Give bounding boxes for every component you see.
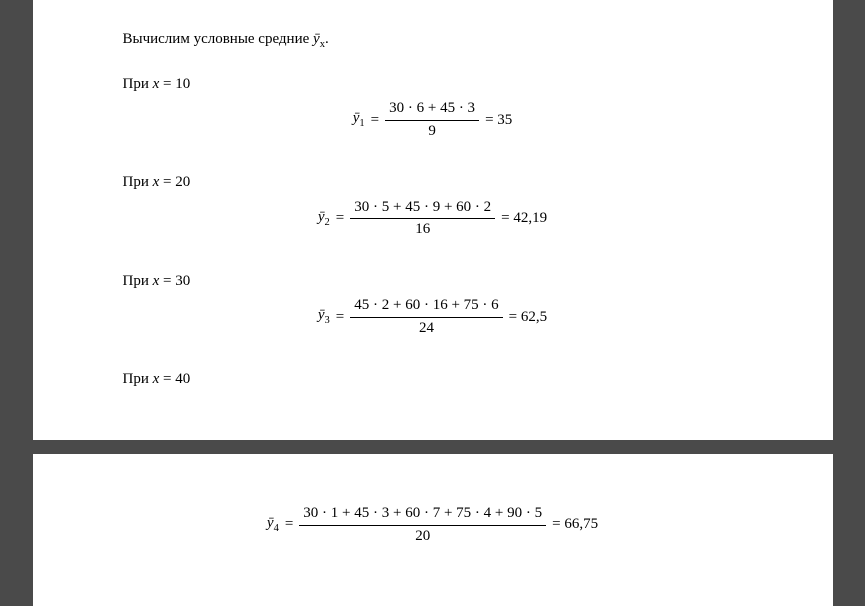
eq-row-4: ȳ4 = 30 · 1 + 45 · 3 + 60 · 7 + 75 · 4 +…	[267, 504, 598, 546]
lhs-1: ȳ1	[353, 109, 365, 131]
numerator-3: 45 · 2 + 60 · 16 + 75 · 6	[350, 296, 502, 318]
page-2: ȳ4 = 30 · 1 + 45 · 3 + 60 · 7 + 75 · 4 +…	[33, 454, 833, 606]
lhs-ybar-2: ȳ	[318, 209, 325, 225]
equation-4: ȳ4 = 30 · 1 + 45 · 3 + 60 · 7 + 75 · 4 +…	[123, 504, 743, 546]
equation-2: ȳ2 = 30 · 5 + 45 · 9 + 60 · 2 16 = 42,19	[123, 198, 743, 240]
equation-3: ȳ3 = 45 · 2 + 60 · 16 + 75 · 6 24 = 62,5	[123, 296, 743, 338]
page-1: Вычислим условные средние ȳx. При x = 10…	[33, 0, 833, 440]
lhs-ybar-3: ȳ	[318, 307, 325, 323]
fraction-2: 30 · 5 + 45 · 9 + 60 · 2 16	[350, 198, 495, 240]
equals-4: =	[285, 515, 293, 535]
eq-row-2: ȳ2 = 30 · 5 + 45 · 9 + 60 · 2 16 = 42,19	[318, 198, 547, 240]
equals-1: =	[371, 111, 379, 131]
lhs-sub-4: 4	[274, 523, 279, 534]
cond-eq-2: = 20	[159, 174, 190, 190]
lhs-4: ȳ4	[267, 514, 279, 536]
lhs-sub-3: 3	[325, 315, 330, 326]
lhs-3: ȳ3	[318, 306, 330, 328]
intro-paragraph: Вычислим условные средние ȳx.	[123, 28, 743, 53]
result-3: = 62,5	[509, 308, 547, 328]
cond-eq-3: = 30	[159, 273, 190, 289]
lhs-2: ȳ2	[318, 208, 330, 230]
condition-4: При x = 40	[123, 368, 743, 391]
lhs-sub-2: 2	[325, 217, 330, 228]
numerator-2: 30 · 5 + 45 · 9 + 60 · 2	[350, 198, 495, 220]
eq-row-1: ȳ1 = 30 · 6 + 45 · 3 9 = 35	[353, 99, 513, 141]
result-2: = 42,19	[501, 209, 547, 229]
cond-eq-4: = 40	[159, 371, 190, 387]
condition-3: При x = 30	[123, 270, 743, 293]
intro-period: .	[325, 31, 329, 47]
lhs-ybar-4: ȳ	[267, 515, 274, 531]
denominator-2: 16	[411, 219, 434, 240]
intro-ybar: ȳ	[313, 31, 320, 47]
intro-text: Вычислим условные средние	[123, 31, 314, 47]
equation-1: ȳ1 = 30 · 6 + 45 · 3 9 = 35	[123, 99, 743, 141]
fraction-4: 30 · 1 + 45 · 3 + 60 · 7 + 75 · 4 + 90 ·…	[299, 504, 546, 546]
equals-3: =	[336, 308, 344, 328]
eq-row-3: ȳ3 = 45 · 2 + 60 · 16 + 75 · 6 24 = 62,5	[318, 296, 547, 338]
condition-2: При x = 20	[123, 171, 743, 194]
condition-1: При x = 10	[123, 73, 743, 96]
lhs-sub-1: 1	[359, 118, 364, 129]
denominator-3: 24	[415, 318, 438, 339]
fraction-3: 45 · 2 + 60 · 16 + 75 · 6 24	[350, 296, 502, 338]
numerator-1: 30 · 6 + 45 · 3	[385, 99, 479, 121]
denominator-1: 9	[424, 121, 440, 142]
result-1: = 35	[485, 111, 512, 131]
cond-label-4: При	[123, 371, 153, 387]
denominator-4: 20	[411, 526, 434, 547]
numerator-4: 30 · 1 + 45 · 3 + 60 · 7 + 75 · 4 + 90 ·…	[299, 504, 546, 526]
cond-label-1: При	[123, 76, 153, 92]
fraction-1: 30 · 6 + 45 · 3 9	[385, 99, 479, 141]
intro-symbol: ȳx	[313, 31, 325, 47]
cond-eq-1: = 10	[159, 76, 190, 92]
result-4: = 66,75	[552, 515, 598, 535]
equals-2: =	[336, 209, 344, 229]
cond-label-3: При	[123, 273, 153, 289]
cond-label-2: При	[123, 174, 153, 190]
